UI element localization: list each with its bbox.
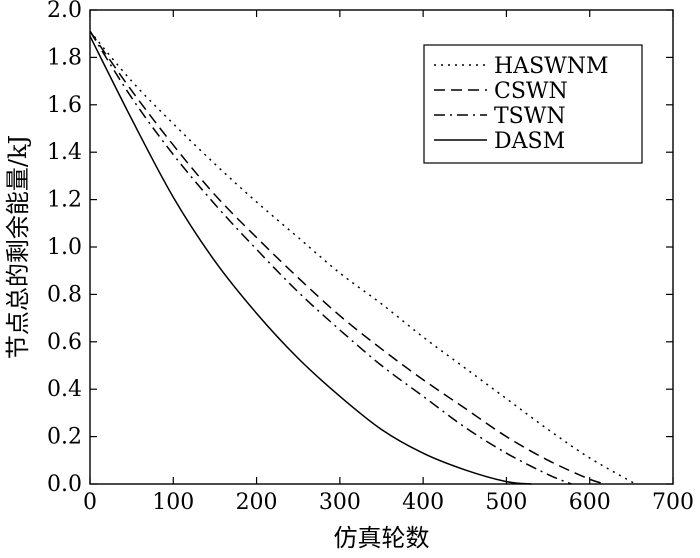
- x-tick-label: 200: [236, 490, 278, 515]
- x-tick-label: 400: [402, 490, 444, 515]
- y-tick-label: 1.4: [47, 140, 82, 165]
- legend-label-haswnm: HASWNM: [494, 54, 609, 79]
- legend-label-cswn: CSWN: [494, 79, 568, 104]
- y-tick-label: 1.2: [47, 188, 82, 213]
- series-line-dasm: [89, 35, 532, 485]
- y-tick-label: 1.6: [47, 93, 82, 118]
- y-tick-label: 0.2: [47, 425, 82, 450]
- x-tick-label: 500: [485, 490, 527, 515]
- legend-label-tswn: TSWN: [494, 104, 566, 129]
- y-tick-label: 2.0: [47, 0, 82, 23]
- y-tick-label: 1.8: [47, 45, 82, 70]
- x-axis-title: 仿真轮数: [334, 524, 430, 552]
- series-layer: [89, 30, 636, 485]
- legend-label-dasm: DASM: [494, 129, 565, 154]
- x-tick-label: 0: [83, 490, 97, 515]
- y-tick-label: 0.0: [47, 472, 82, 497]
- series-line-haswnm: [89, 30, 636, 485]
- y-tick-label: 0.8: [47, 282, 82, 307]
- y-axis-title: 节点总的剩余能量/kJ: [4, 135, 32, 359]
- y-tick-label: 0.6: [47, 330, 82, 355]
- x-tick-label: 300: [319, 490, 361, 515]
- x-tick-label: 100: [152, 490, 194, 515]
- legend-box: [423, 44, 643, 164]
- y-tick-label: 0.4: [47, 377, 82, 402]
- ticks-layer: 0 100 200 300 400 500 600 700 0.0 0.2 0.4 0.6 0.8 1.0…: [47, 0, 694, 515]
- x-tick-label: 700: [652, 490, 694, 515]
- y-tick-label: 1.0: [47, 235, 82, 260]
- series-line-cswn: [89, 30, 607, 485]
- series-line-tswn: [89, 30, 572, 485]
- x-tick-label: 600: [569, 490, 611, 515]
